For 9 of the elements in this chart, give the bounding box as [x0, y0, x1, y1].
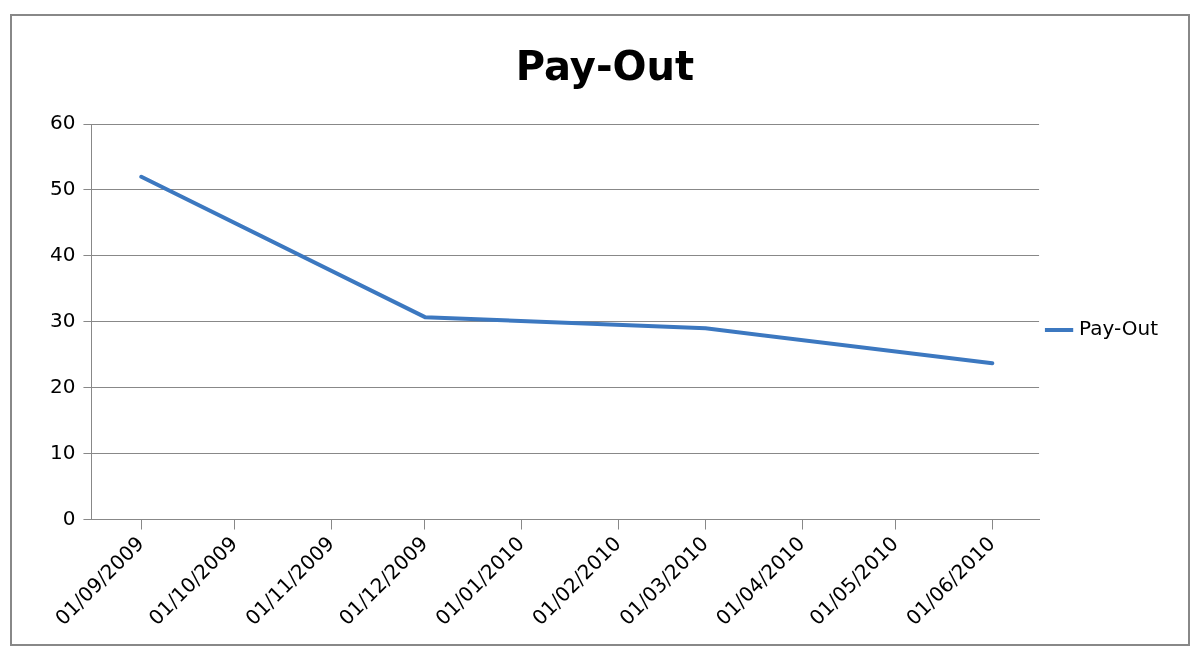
y-tick-label: 30 [50, 307, 76, 332]
y-tick-label: 60 [50, 110, 76, 135]
y-tick-label: 50 [50, 176, 76, 201]
y-tick-label: 10 [50, 439, 76, 464]
legend-label: Pay-Out [1079, 316, 1159, 341]
y-tick-label: 40 [50, 242, 76, 267]
y-tick-label: 20 [50, 373, 76, 398]
chart-title: Pay-Out [515, 43, 695, 90]
y-tick-label: 0 [62, 505, 76, 530]
